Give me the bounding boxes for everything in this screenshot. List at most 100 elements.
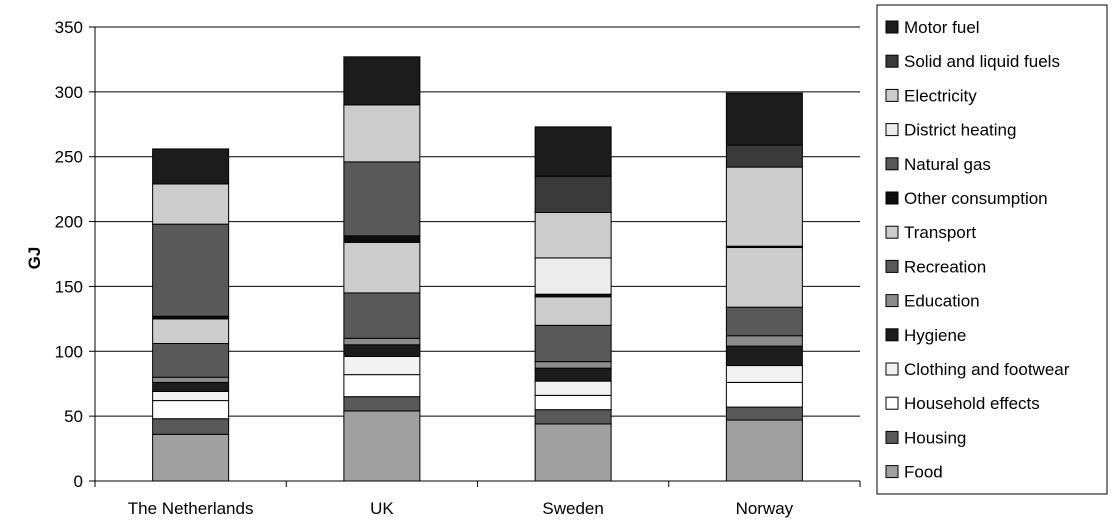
legend-label-transport: Transport [904,223,976,242]
bar-stack-uk [343,56,421,482]
legend-label-clothing-and-footwear: Clothing and footwear [904,360,1070,379]
bar-uk-natural-gas [343,161,421,237]
bar-uk-recreation [343,292,421,339]
bar-the-netherlands-housing [152,418,230,435]
legend-item-recreation: Recreation [885,257,986,276]
bar-norway-hygiene [725,345,803,367]
x-tick-label-uk: UK [370,499,394,518]
legend-label-housing: Housing [904,428,966,447]
bar-the-netherlands-electricity [152,183,230,225]
y-tick-label-200: 200 [55,213,83,232]
y-tick-label-100: 100 [55,342,83,361]
bar-uk-transport [343,241,421,294]
legend-item-electricity: Electricity [885,86,977,105]
bar-norway-household-effects [725,381,803,408]
bar-sweden-hygiene [534,367,612,382]
axes [89,26,861,487]
bar-the-netherlands-transport [152,318,230,345]
legend-swatch-motor-fuel [885,20,899,34]
legend-swatch-district-heating [885,123,899,137]
legend-item-natural-gas: Natural gas [885,155,991,174]
x-tick-label-sweden: Sweden [542,499,603,518]
bar-the-netherlands-hygiene [152,381,230,392]
bar-the-netherlands-clothing-and-footwear [152,390,230,402]
y-tick-label-50: 50 [64,407,83,426]
legend-label-natural-gas: Natural gas [904,155,991,174]
legend-item-other-consumption: Other consumption [885,189,1048,208]
legend-item-transport: Transport [885,223,976,242]
bar-uk-hygiene [343,344,421,357]
y-tick-label-300: 300 [55,83,83,102]
legend-item-housing: Housing [885,428,966,447]
legend-swatch-food [885,465,899,479]
bar-uk-household-effects [343,374,421,398]
legend-swatch-clothing-and-footwear [885,362,899,376]
legend-item-household-effects: Household effects [885,394,1040,413]
bar-the-netherlands-natural-gas [152,223,230,317]
bar-sweden-housing [534,409,612,425]
bar-sweden-electricity [534,211,612,259]
bar-norway-solid-and-liquid-fuels [725,144,803,168]
bar-uk-electricity [343,104,421,163]
legend-item-district-heating: District heating [885,121,1016,140]
bars [152,56,803,482]
legend-swatch-recreation [885,259,899,273]
bar-uk-food [343,410,421,482]
bar-norway-clothing-and-footwear [725,365,803,383]
bar-the-netherlands-education [152,376,230,383]
legend-label-food: Food [904,463,943,482]
x-tick-label-the-netherlands: The Netherlands [128,499,254,518]
legend-swatch-household-effects [885,396,899,410]
legend-label-education: Education [904,292,980,311]
legend-swatch-transport [885,225,899,239]
legend-swatch-electricity [885,88,899,102]
legend: Motor fuel Solid and liquid fuels Electric… [876,4,1108,495]
legend-item-education: Education [885,292,980,311]
bar-stack-the-netherlands [152,148,230,482]
bar-sweden-education [534,361,612,369]
bar-norway-housing [725,406,803,421]
bar-the-netherlands-food [152,433,230,482]
legend-item-food: Food [885,463,943,482]
legend-label-electricity: Electricity [904,86,977,105]
legend-swatch-housing [885,430,899,444]
bar-norway-electricity [725,166,803,247]
legend-swatch-other-consumption [885,191,899,205]
bar-the-netherlands-household-effects [152,400,230,420]
legend-swatch-solid-and-liquid-fuels [885,54,899,68]
legend-swatch-natural-gas [885,157,899,171]
bar-stack-norway [725,92,803,482]
y-tick-label-0: 0 [74,472,83,491]
legend-label-motor-fuel: Motor fuel [904,18,980,37]
x-tick-label-norway: Norway [736,499,794,518]
bar-uk-clothing-and-footwear [343,355,421,376]
legend-item-hygiene: Hygiene [885,326,966,345]
legend-label-solid-and-liquid-fuels: Solid and liquid fuels [904,52,1060,71]
bar-uk-motor-fuel [343,56,421,106]
legend-label-recreation: Recreation [904,257,986,276]
bar-sweden-food [534,423,612,482]
legend-item-solid-and-liquid-fuels: Solid and liquid fuels [885,52,1060,71]
bar-the-netherlands-recreation [152,343,230,378]
bar-sweden-recreation [534,324,612,363]
bar-sweden-solid-and-liquid-fuels [534,175,612,213]
bar-norway-motor-fuel [725,92,803,146]
legend-swatch-hygiene [885,328,899,342]
legend-label-hygiene: Hygiene [904,326,966,345]
bar-norway-education [725,335,803,347]
bar-sweden-motor-fuel [534,126,612,177]
legend-label-other-consumption: Other consumption [904,189,1048,208]
bar-sweden-transport [534,296,612,326]
bar-sweden-household-effects [534,394,612,411]
y-tick-label-350: 350 [55,18,83,37]
bar-uk-education [343,337,421,346]
legend-item-clothing-and-footwear: Clothing and footwear [885,360,1070,379]
bar-norway-food [725,419,803,482]
x-tick-labels: The Netherlands UK Sweden Norway [128,499,794,518]
bar-uk-other-consumption [343,235,421,243]
legend-box [876,4,1108,495]
bar-uk-housing [343,396,421,412]
bar-sweden-district-heating [534,257,612,295]
legend-label-household-effects: Household effects [904,394,1040,413]
